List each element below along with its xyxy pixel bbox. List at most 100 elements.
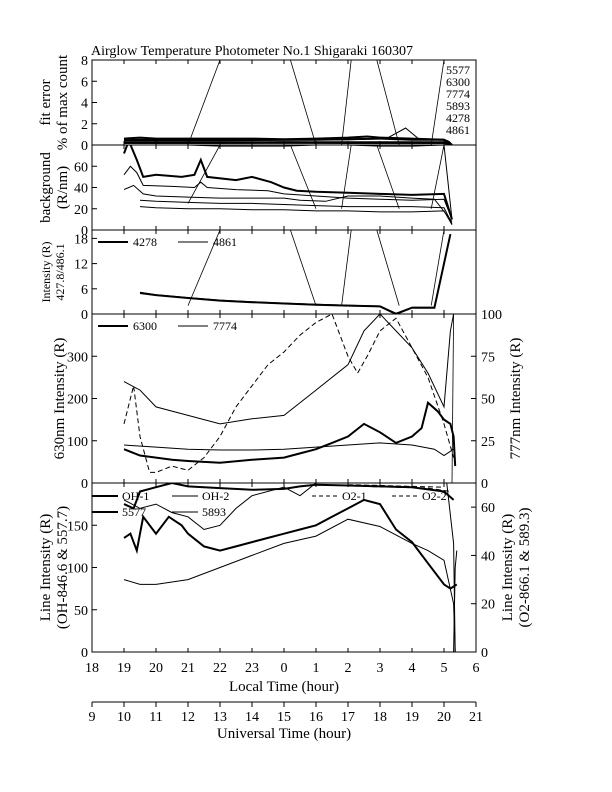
local-time-tick-label: 2: [345, 661, 352, 676]
series-4278: [139, 233, 452, 314]
y-tick-label: 8: [81, 54, 88, 69]
y-tick-label: 6: [81, 283, 88, 298]
legend-label: 4861: [213, 235, 237, 249]
series-background-2: [123, 145, 453, 220]
legend-label: 5893: [202, 505, 226, 519]
legend-label: 6300: [446, 75, 470, 89]
y-axis-label: 630nm Intensity (R): [52, 338, 68, 460]
y-right-tick-label: 75: [481, 350, 495, 365]
legend-label: OH-1: [122, 489, 149, 503]
series-5893: [446, 483, 456, 652]
legend-label: 4278: [133, 235, 157, 249]
series-background-5: [139, 199, 453, 224]
series-background-4: [123, 184, 453, 222]
gap-connector-line: [341, 60, 352, 145]
y-right-tick-label: 40: [481, 549, 495, 564]
series-4861: [139, 234, 451, 314]
universal-time-tick-label: 19: [405, 710, 419, 725]
y-tick-label: 150: [67, 519, 88, 534]
universal-time-tick-label: 13: [213, 710, 227, 725]
y-right-tick-label: 25: [481, 435, 495, 450]
gap-connector-line: [187, 60, 221, 145]
y-tick-label: 18: [74, 232, 88, 247]
universal-time-tick-label: 18: [373, 710, 387, 725]
y-axis-label: Line Intensity (R): [38, 514, 54, 621]
y-tick-label: 300: [67, 350, 88, 365]
local-time-tick-label: 0: [281, 661, 288, 676]
gap-connector-line: [290, 230, 317, 306]
local-time-tick-label: 21: [181, 661, 195, 676]
y-axis-label: % of max count: [55, 54, 71, 150]
universal-time-tick-label: 20: [437, 710, 451, 725]
gap-connector-line: [376, 230, 400, 306]
series-left-edge: [453, 550, 458, 652]
universal-time-tick-label: 11: [149, 710, 162, 725]
series-7774: [123, 314, 455, 425]
y-axis-label: (R/nm): [55, 166, 71, 209]
local-time-tick-label: 19: [117, 661, 131, 676]
panel-fit-error: 0 2 4 6 8 fit error% of max count 557763007774…: [38, 54, 477, 154]
y-axis-label: background: [38, 152, 54, 223]
gap-connector-line: [451, 314, 454, 483]
series-6300: [123, 135, 453, 145]
series-630-thin: [123, 442, 454, 457]
y-right-tick-label: 50: [481, 393, 495, 408]
legend-label: 7774: [446, 87, 470, 101]
universal-time-tick-label: 15: [277, 710, 291, 725]
local-time-axis-label: Local Time (hour): [229, 679, 339, 695]
universal-time-tick-label: 21: [469, 710, 483, 725]
y-tick-label: 0: [81, 224, 88, 239]
y-right-axis-label: Line Intensity (R): [500, 514, 516, 621]
gap-connector-line: [376, 145, 400, 209]
universal-time-tick-label: 16: [309, 710, 323, 725]
local-time-tick-label: 3: [377, 661, 384, 676]
series-6300: [123, 400, 457, 467]
universal-time-tick-label: 12: [181, 710, 195, 725]
gap-connector-line: [430, 230, 445, 306]
local-time-tick-label: 20: [149, 661, 163, 676]
y-tick-label: 0: [81, 646, 88, 661]
legend-label: O2-2: [422, 489, 447, 503]
y-tick-label: 6: [81, 75, 88, 90]
legend-label: 4278: [446, 111, 470, 125]
legend-label: 5893: [446, 99, 470, 113]
panel-background: 0 20 40 60 background (R/nm): [38, 144, 477, 239]
gap-connector-line: [430, 60, 445, 145]
y-axis-label: 427.8/486.1: [53, 243, 67, 300]
gap-connector-line: [290, 145, 317, 209]
y-right-tick-label: 0: [481, 477, 488, 492]
series-630-dashed: [123, 314, 455, 473]
gap-connector-line: [187, 145, 221, 204]
y-right-axis-label: 777nm Intensity (R): [508, 338, 524, 460]
figure-title: Airglow Temperature Photometer No.1 Shig…: [91, 44, 413, 59]
universal-time-axis-label: Universal Time (hour): [217, 726, 351, 742]
legend-label: 5577: [122, 505, 146, 519]
y-tick-label: 0: [81, 139, 88, 154]
series-4861: [124, 142, 453, 145]
panel-data: [123, 145, 453, 225]
y-tick-label: 50: [74, 604, 88, 619]
local-time-tick-label: 4: [409, 661, 416, 676]
y-right-tick-label: 0: [481, 646, 488, 661]
series-o2-low: [123, 518, 456, 652]
series-background-6: [139, 206, 453, 225]
y-tick-label: 100: [67, 562, 88, 577]
panel-data: [123, 60, 453, 145]
y-tick-label: 200: [67, 393, 88, 408]
series-o2-1: [347, 484, 445, 488]
panel-data: [139, 230, 452, 314]
legend-label: O2-1: [342, 489, 367, 503]
panel-intensity-427-486: 0 6 12 18 Intensity (R) 427.8/486.1 4278 4861: [39, 229, 477, 323]
local-time-tick-label: 6: [473, 661, 480, 676]
y-tick-label: 100: [67, 435, 88, 450]
panel-data: [123, 483, 458, 652]
series-background-1: [139, 145, 453, 220]
legend-label: 7774: [213, 319, 237, 333]
y-right-tick-label: 60: [481, 501, 495, 516]
y-tick-label: 2: [81, 118, 88, 133]
y-tick-label: 4: [81, 97, 88, 112]
